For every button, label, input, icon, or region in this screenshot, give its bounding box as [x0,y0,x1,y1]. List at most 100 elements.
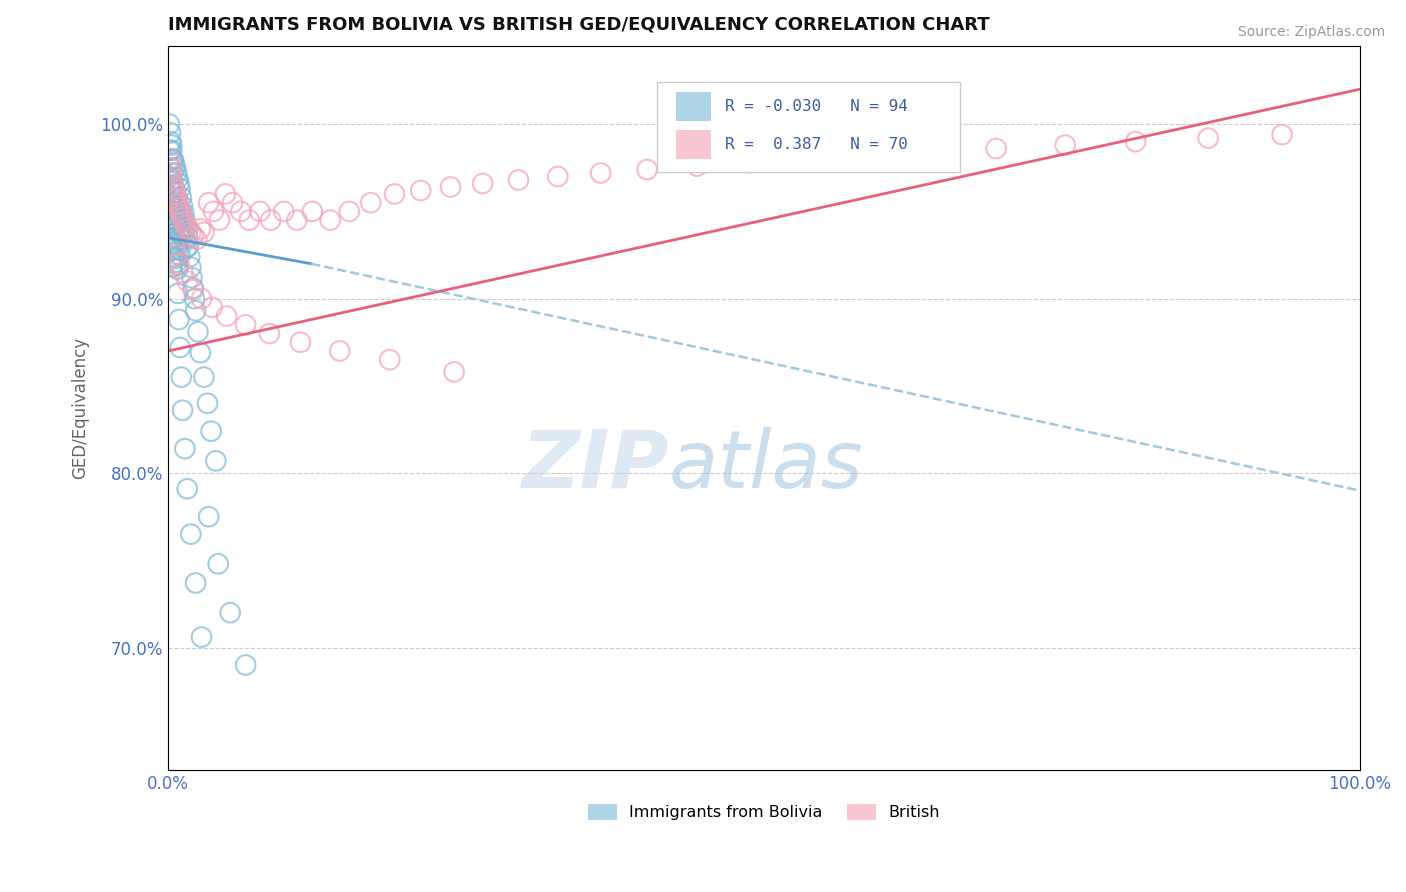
Point [180,225,202,239]
Point [170,211,193,226]
Point [157,144,180,158]
Point [163,182,186,196]
Point [219,606,242,620]
Point [920,145,942,159]
Point [181,270,204,285]
Point [162,243,184,257]
Point [159,173,181,187]
Point [197,195,219,210]
Point [174,220,197,235]
Point [176,482,198,496]
Point [169,182,191,196]
Point [208,213,231,227]
Point [200,424,222,438]
Point [273,204,295,219]
Point [160,219,183,233]
Point [169,204,191,219]
Point [207,557,229,571]
Point [166,213,188,227]
Point [378,352,401,367]
Point [301,204,323,219]
Point [170,370,193,384]
Point [167,312,190,326]
Point [160,239,183,253]
Point [159,135,181,149]
Point [167,222,190,236]
Point [166,237,188,252]
Point [166,194,188,208]
Point [193,370,215,384]
Point [165,161,187,175]
Point [290,335,312,350]
Point [163,155,186,169]
Text: atlas: atlas [669,426,863,505]
Point [166,262,188,277]
Text: Source: ZipAtlas.com: Source: ZipAtlas.com [1237,25,1385,39]
Point [183,292,205,306]
Point [166,259,188,273]
Point [165,208,187,222]
Point [173,227,195,241]
Point [166,234,188,248]
Point [205,454,228,468]
Point [173,206,195,220]
Point [162,222,184,236]
Point [166,192,188,206]
Point [190,630,212,644]
Point [169,341,191,355]
Point [162,190,184,204]
Point [439,180,461,194]
Point [167,257,190,271]
Point [181,283,204,297]
Point [202,204,225,219]
Point [160,166,183,180]
Point [167,201,190,215]
Point [260,213,283,227]
Point [1125,135,1147,149]
Point [159,126,181,140]
Point [197,396,219,410]
Point [166,239,188,253]
Point [163,227,186,241]
Point [172,403,194,417]
Point [166,255,188,269]
Point [166,190,188,204]
Point [172,199,194,213]
Point [179,250,201,264]
Point [166,217,188,231]
Point [167,201,190,215]
Point [235,318,257,332]
Text: R =  0.387   N = 70: R = 0.387 N = 70 [724,136,907,152]
Point [187,325,209,339]
Legend: Immigrants from Bolivia, British: Immigrants from Bolivia, British [582,797,946,827]
Point [229,204,252,219]
Point [163,204,186,219]
Point [190,292,212,306]
Point [157,152,180,166]
Text: ZIP: ZIP [522,426,669,505]
Point [181,228,204,243]
Point [172,265,194,279]
Point [166,197,188,211]
Point [162,178,184,193]
Point [157,169,180,184]
Point [170,190,193,204]
Point [589,166,612,180]
Point [162,178,184,193]
Point [1054,138,1077,153]
Point [1271,128,1294,142]
Point [166,286,188,301]
Point [686,159,709,173]
Point [986,142,1008,156]
Point [329,343,352,358]
Point [165,219,187,233]
Point [740,155,762,169]
Point [856,148,879,162]
Point [169,248,191,262]
Point [174,234,197,248]
Point [159,184,181,198]
Point [190,345,212,359]
Point [160,197,183,211]
Y-axis label: GED/Equivalency: GED/Equivalency [72,336,89,479]
Point [165,186,187,201]
